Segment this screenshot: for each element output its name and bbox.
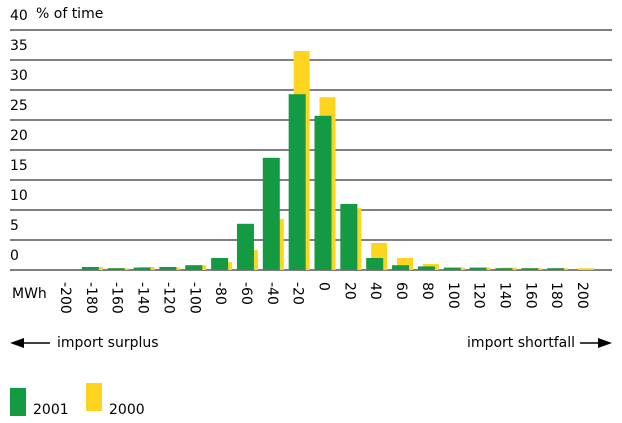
bar <box>288 94 306 270</box>
x-tick-label: 160 <box>522 282 538 309</box>
right-arrow <box>580 338 612 348</box>
x-tick-label: -120 <box>160 282 176 314</box>
x-tick-label: -140 <box>135 282 151 314</box>
legend-label: 2001 <box>33 402 69 418</box>
bar <box>469 267 487 270</box>
bar <box>443 267 461 270</box>
y-tick-label: 20 <box>10 128 28 144</box>
y-tick-label: 35 <box>10 38 28 54</box>
bar <box>159 267 177 270</box>
left-arrow <box>10 338 50 348</box>
x-tick-label: 80 <box>419 282 435 300</box>
bar <box>185 265 203 270</box>
y-tick-label: 10 <box>10 188 28 204</box>
y-tick-label: 30 <box>10 68 28 84</box>
x-tick-label: 20 <box>341 282 357 300</box>
bar <box>211 258 229 270</box>
bar <box>547 268 565 270</box>
x-tick-label: 200 <box>574 282 590 309</box>
x-tick-label: 60 <box>393 282 409 300</box>
annotation: import surplus <box>57 335 159 351</box>
y-tick-label: 15 <box>10 158 28 174</box>
bar <box>314 115 332 270</box>
bar <box>417 266 435 270</box>
legend-swatch <box>10 388 26 416</box>
x-tick-label: -160 <box>109 282 125 314</box>
x-tick-label: -80 <box>212 282 228 305</box>
bar <box>521 268 539 270</box>
bar <box>133 267 151 270</box>
y-tick-label: 0 <box>10 248 19 264</box>
x-tick-label: 140 <box>496 282 512 309</box>
x-tick-label: 40 <box>367 282 383 300</box>
x-axis-label: MWh <box>12 286 47 302</box>
x-tick-label: -60 <box>238 282 254 305</box>
legend-swatch <box>86 383 102 411</box>
x-tick-label: -100 <box>186 282 202 314</box>
x-tick-label: 0 <box>316 282 332 291</box>
x-tick-label: 100 <box>445 282 461 309</box>
annotation: import shortfall <box>467 335 575 351</box>
x-tick-label: -200 <box>57 282 73 314</box>
y-tick-label: 5 <box>10 218 19 234</box>
y-axis-label: % of time <box>36 6 103 22</box>
bar <box>81 267 99 270</box>
x-tick-label: 180 <box>548 282 564 309</box>
x-tick-label: -180 <box>83 282 99 314</box>
legend-label: 2000 <box>109 402 145 418</box>
bar <box>495 268 513 270</box>
bar <box>366 258 384 270</box>
bar <box>578 268 594 270</box>
bar <box>392 265 410 270</box>
bar <box>236 223 254 270</box>
bar <box>340 204 358 270</box>
x-tick-label: -40 <box>264 282 280 305</box>
y-tick-label: 25 <box>10 98 28 114</box>
bar <box>107 268 125 270</box>
x-tick-label: -20 <box>290 282 306 305</box>
bar <box>262 157 280 270</box>
y-tick-label: 40 <box>10 8 28 24</box>
x-tick-label: 120 <box>471 282 487 309</box>
